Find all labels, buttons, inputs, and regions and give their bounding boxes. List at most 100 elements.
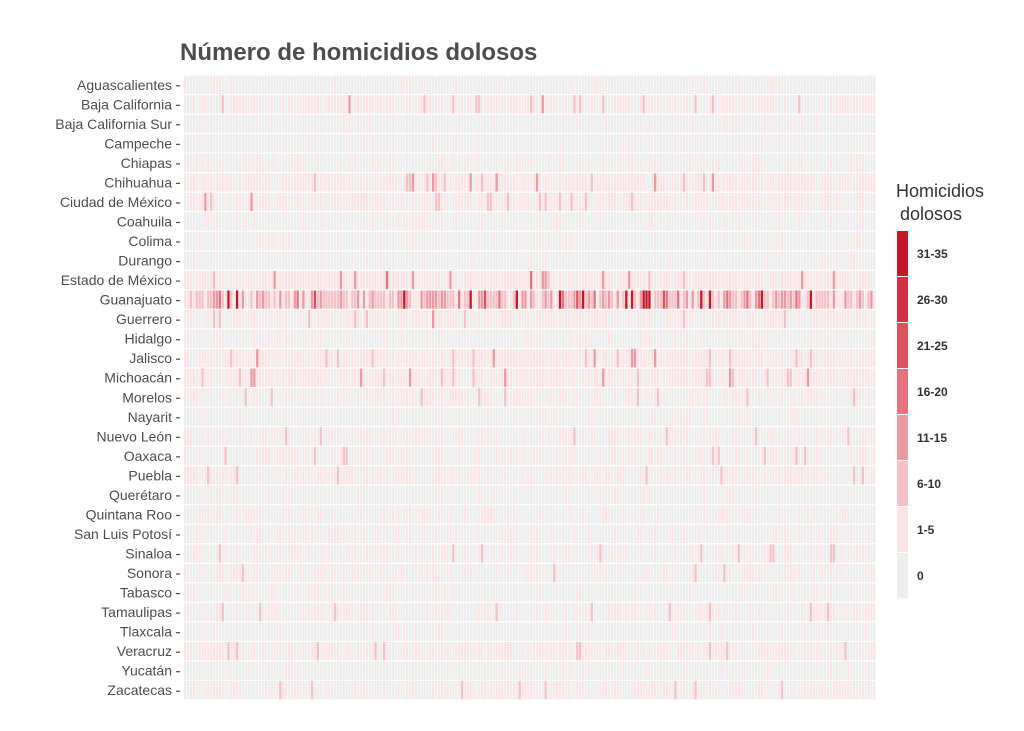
heatmap-cell [207, 466, 210, 485]
heatmap-cell [224, 427, 227, 446]
heatmap-cell [504, 270, 507, 290]
heatmap-cell [414, 309, 418, 329]
heatmap-cell [743, 173, 746, 192]
heatmap-cell [740, 290, 743, 309]
heatmap-cell [429, 231, 432, 251]
heatmap-cell [648, 290, 651, 309]
heatmap-cell [832, 192, 836, 212]
heatmap-cell [844, 388, 847, 407]
heatmap-cell [630, 270, 634, 290]
heatmap-cell [339, 309, 343, 329]
heatmap-cell [440, 134, 443, 153]
heatmap-cell [567, 309, 570, 329]
heatmap-cell [495, 446, 498, 466]
heatmap-cell [492, 329, 495, 348]
heatmap-cell [653, 192, 657, 212]
heatmap-cell [377, 192, 380, 212]
heatmap-cell [310, 329, 314, 348]
heatmap-cell [711, 173, 715, 192]
heatmap-cell [852, 75, 856, 94]
heatmap-cell [648, 446, 651, 466]
heatmap-cell [420, 446, 423, 466]
heatmap-cell [258, 212, 262, 231]
heatmap-cell [365, 192, 369, 212]
heatmap-cell [662, 134, 666, 153]
heatmap-cell [469, 153, 472, 173]
heatmap-cell [420, 114, 423, 133]
heatmap-cell [198, 212, 201, 231]
heatmap-cell [524, 95, 527, 114]
heatmap-cell [313, 134, 317, 153]
heatmap-cell [855, 212, 859, 231]
heatmap-cell [870, 134, 873, 153]
heatmap-cell [359, 290, 363, 309]
heatmap-cell [728, 329, 732, 348]
heatmap-cell [215, 466, 219, 485]
heatmap-cell [302, 173, 305, 192]
heatmap-cell [342, 329, 345, 348]
heatmap-cell [331, 231, 334, 251]
heatmap-cell [475, 270, 478, 290]
heatmap-cell [616, 407, 619, 426]
heatmap-cell [544, 231, 547, 251]
heatmap-cell [864, 349, 867, 368]
heatmap-cell [792, 407, 795, 426]
heatmap-cell [342, 251, 345, 270]
heatmap-cell [342, 114, 345, 133]
heatmap-cell [524, 231, 527, 251]
heatmap-cell [331, 349, 334, 368]
heatmap-cell [256, 231, 259, 251]
heatmap-cell [567, 173, 570, 192]
heatmap-cell [861, 153, 864, 173]
heatmap-cell [224, 368, 227, 387]
heatmap-cell [348, 309, 351, 329]
heatmap-cell [478, 231, 481, 251]
heatmap-cell [587, 212, 591, 231]
heatmap-cell [544, 153, 547, 173]
heatmap-cell [777, 134, 781, 153]
heatmap-cell [772, 251, 775, 270]
heatmap-cell [426, 407, 429, 426]
heatmap-cell [613, 270, 616, 290]
heatmap-cell [201, 231, 204, 251]
heatmap-cell [841, 407, 844, 426]
heatmap-cell [639, 427, 642, 446]
heatmap-cell [414, 173, 418, 192]
heatmap-cell [798, 251, 801, 270]
heatmap-cell [682, 134, 686, 153]
heatmap-cell [238, 95, 242, 114]
heatmap-cell [201, 95, 204, 114]
heatmap-cell [564, 329, 567, 348]
heatmap-cell [261, 466, 265, 485]
heatmap-cell [754, 309, 758, 329]
heatmap-cell [541, 388, 544, 407]
heatmap-cell [198, 368, 201, 387]
heatmap-cell [593, 153, 596, 173]
heatmap-cell [616, 95, 619, 114]
heatmap-cell [521, 114, 524, 133]
heatmap-cell [313, 114, 317, 133]
heatmap-cell [786, 212, 789, 231]
heatmap-cell [783, 427, 787, 446]
heatmap-cell [426, 251, 429, 270]
heatmap-cell [449, 95, 452, 114]
heatmap-cell [408, 329, 412, 348]
heatmap-cell [463, 134, 467, 153]
heatmap-cell [651, 95, 654, 114]
heatmap-cell [668, 466, 671, 485]
heatmap-cell [408, 466, 412, 485]
heatmap-cell [602, 368, 605, 387]
heatmap-cell [636, 134, 640, 153]
heatmap-cell [852, 407, 856, 426]
heatmap-cell [714, 153, 717, 173]
heatmap-cell [628, 466, 631, 485]
heatmap-cell [380, 95, 383, 114]
heatmap-cell [480, 114, 484, 133]
heatmap-cell [665, 75, 668, 94]
heatmap-cell [192, 212, 196, 231]
heatmap-cell [558, 231, 562, 251]
heatmap-cell [769, 173, 772, 192]
heatmap-cell [235, 446, 239, 466]
heatmap-cell [651, 114, 654, 133]
heatmap-cell [847, 407, 850, 426]
